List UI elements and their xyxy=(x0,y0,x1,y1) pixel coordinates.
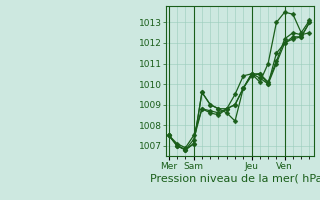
X-axis label: Pression niveau de la mer( hPa ): Pression niveau de la mer( hPa ) xyxy=(150,173,320,183)
